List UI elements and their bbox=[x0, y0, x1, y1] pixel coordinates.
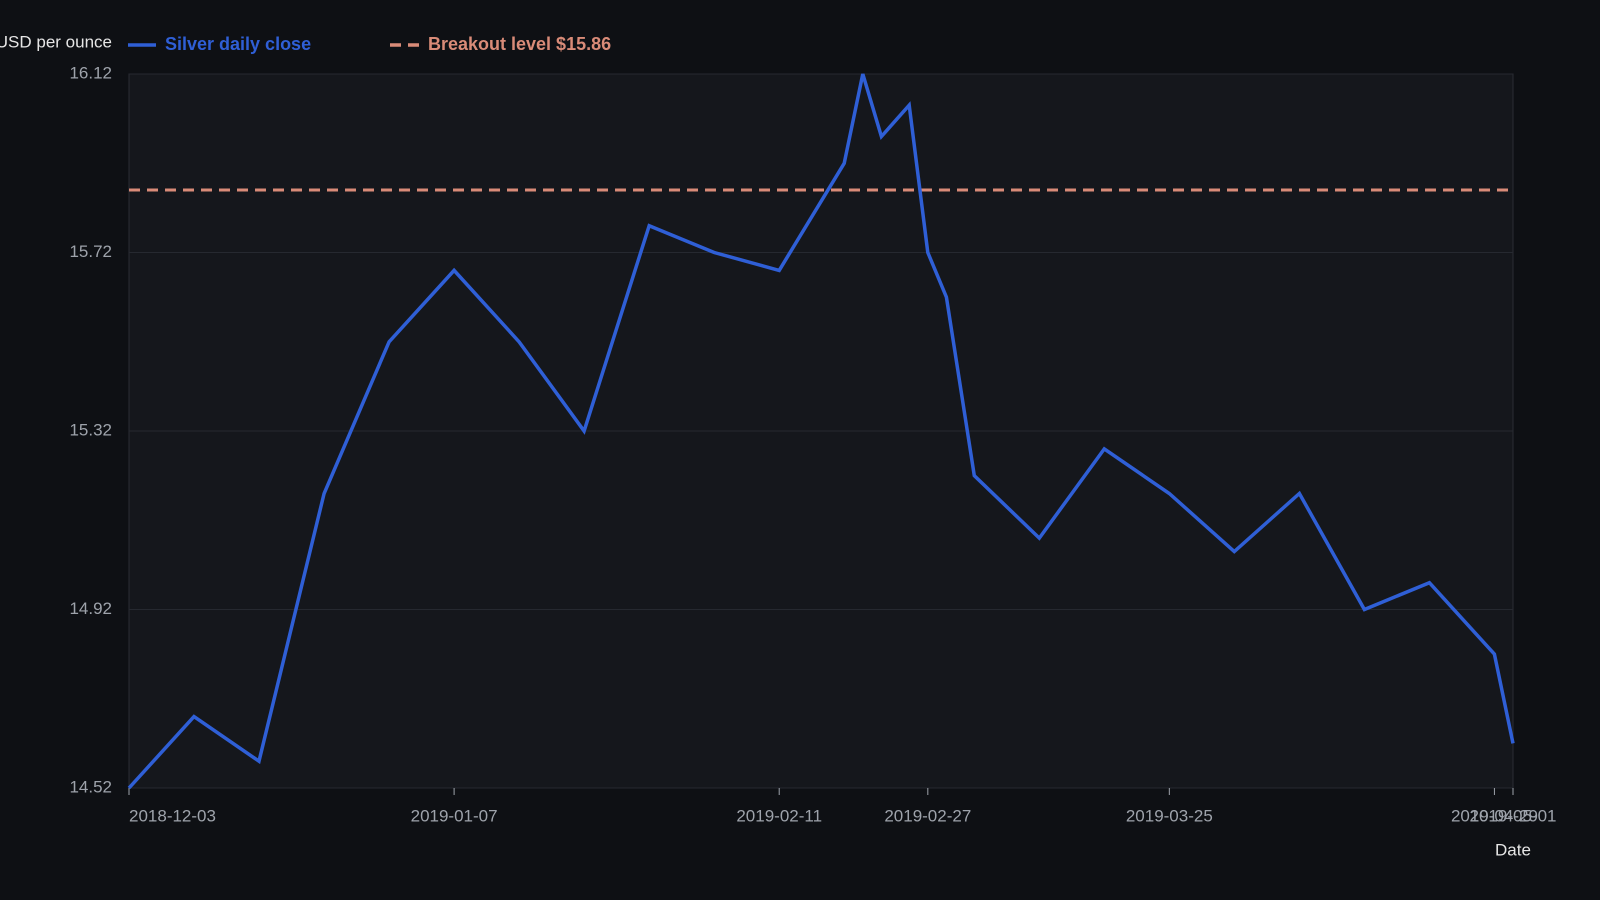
x-tick-label: 2018-12-03 bbox=[129, 806, 216, 825]
legend-label: Silver daily close bbox=[165, 34, 311, 54]
y-tick-label: 16.12 bbox=[69, 63, 112, 82]
x-tick-label: 2019-02-27 bbox=[884, 806, 971, 825]
series-line bbox=[127, 73, 1515, 790]
x-tick-label: 2019-04-29 bbox=[1451, 806, 1538, 825]
x-tick-label: 2019-05-01 bbox=[1470, 806, 1557, 825]
y-tick-label: 15.32 bbox=[69, 420, 112, 439]
y-tick-label: 14.92 bbox=[69, 599, 112, 618]
y-tick-label: 14.52 bbox=[69, 777, 112, 796]
legend-label: Breakout level $15.86 bbox=[428, 34, 611, 54]
x-tick-label: 2019-01-07 bbox=[411, 806, 498, 825]
y-axis-label: USD per ounce bbox=[0, 32, 112, 51]
y-tick-label: 15.72 bbox=[69, 242, 112, 261]
x-tick-label: 2019-02-11 bbox=[736, 806, 822, 825]
x-axis-label: Date bbox=[1495, 840, 1531, 859]
x-tick-label: 2019-03-25 bbox=[1126, 806, 1213, 825]
